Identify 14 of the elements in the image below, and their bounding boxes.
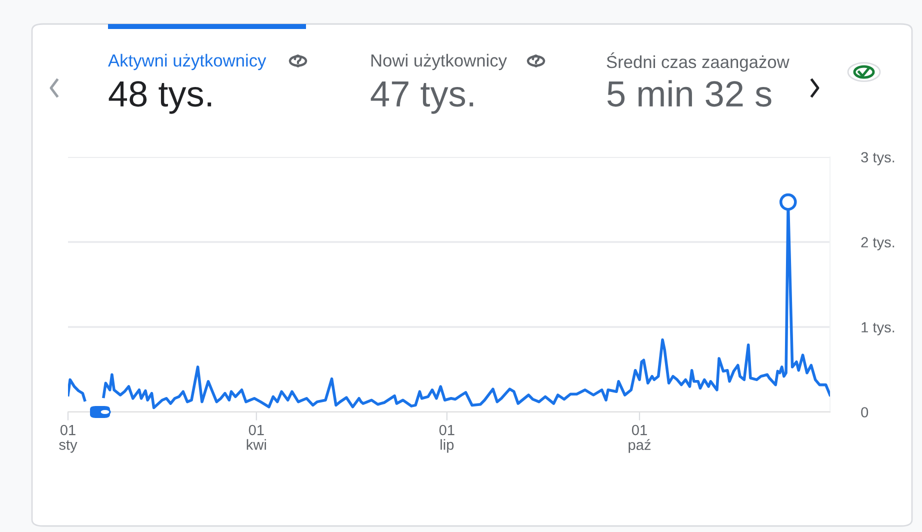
text: 5 min 32 s (607, 80, 772, 107)
x-tick-label: 01 lip (439, 424, 454, 453)
y-tick-label: 2 tys. (861, 237, 894, 250)
text: Średni czas zaangażow (606, 52, 790, 72)
text: Aktywni użytkownicy (108, 54, 266, 70)
y-tick-label: 0 (861, 407, 868, 418)
x-tick-label: 01 paź (628, 424, 651, 453)
text: 47 tys. (370, 81, 474, 114)
x-tick-label: 01 kwi (246, 424, 266, 450)
y-tick-label: 1 tys. (862, 322, 894, 336)
y-tick-label: 3 tys. (861, 152, 894, 166)
text: Nowi użytkownicy (371, 54, 507, 70)
x-tick-label: 01 sty (59, 424, 78, 453)
text: 48 tys. (108, 81, 212, 114)
